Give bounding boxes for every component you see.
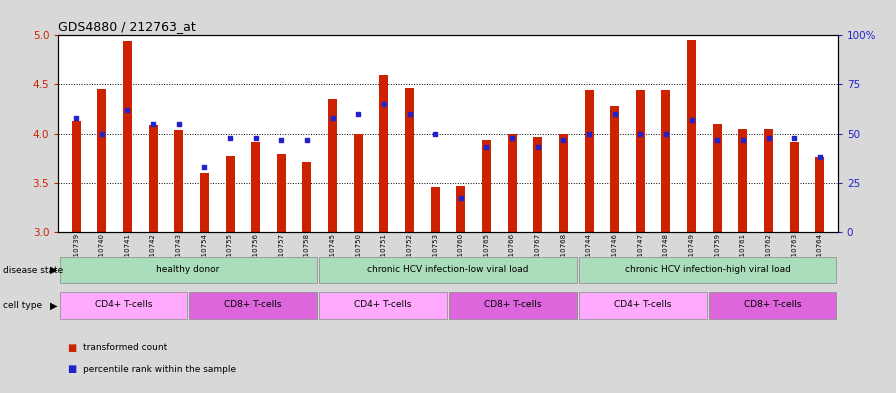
Text: CD4+ T-cells: CD4+ T-cells <box>94 301 152 309</box>
Point <box>274 136 289 143</box>
Point <box>813 154 827 160</box>
Point <box>197 164 211 170</box>
Point <box>453 195 468 202</box>
Bar <box>251 142 260 232</box>
Bar <box>584 90 593 232</box>
Point <box>248 134 263 141</box>
Point <box>95 130 109 137</box>
Point <box>146 121 160 127</box>
Bar <box>579 257 837 283</box>
Bar <box>687 40 696 232</box>
Bar <box>431 187 440 232</box>
Point <box>172 121 186 127</box>
Point <box>633 130 648 137</box>
Bar <box>405 88 414 232</box>
Point <box>607 111 622 117</box>
Bar <box>328 99 337 232</box>
Bar <box>303 162 312 232</box>
Bar <box>764 129 773 232</box>
Bar <box>815 157 824 232</box>
Text: CD4+ T-cells: CD4+ T-cells <box>354 301 412 309</box>
Bar <box>226 156 235 232</box>
Bar <box>72 121 81 232</box>
Text: ▶: ▶ <box>50 301 57 310</box>
Bar <box>789 142 798 232</box>
Bar <box>189 292 317 319</box>
Point <box>685 117 699 123</box>
Bar <box>98 89 107 232</box>
Point <box>530 144 545 151</box>
Bar <box>738 129 747 232</box>
Text: disease state: disease state <box>3 266 63 275</box>
Text: CD8+ T-cells: CD8+ T-cells <box>484 301 542 309</box>
Point <box>736 136 750 143</box>
Text: healthy donor: healthy donor <box>157 265 220 274</box>
Point <box>787 134 801 141</box>
Point <box>479 144 494 151</box>
Bar <box>456 185 465 232</box>
Bar <box>354 134 363 232</box>
Text: chronic HCV infection-high viral load: chronic HCV infection-high viral load <box>625 265 791 274</box>
Bar <box>319 257 577 283</box>
Text: chronic HCV infection-low viral load: chronic HCV infection-low viral load <box>367 265 529 274</box>
Bar <box>712 124 722 232</box>
Point <box>120 107 134 113</box>
Point <box>376 101 391 107</box>
Bar <box>482 140 491 232</box>
Bar <box>610 106 619 232</box>
Bar <box>579 292 707 319</box>
Text: percentile rank within the sample: percentile rank within the sample <box>83 365 237 374</box>
Bar <box>59 292 187 319</box>
Text: GDS4880 / 212763_at: GDS4880 / 212763_at <box>58 20 196 33</box>
Text: CD8+ T-cells: CD8+ T-cells <box>744 301 802 309</box>
Bar <box>319 292 447 319</box>
Bar <box>508 134 517 232</box>
Text: ■: ■ <box>67 364 76 375</box>
Point <box>659 130 673 137</box>
Point <box>223 134 237 141</box>
Bar <box>709 292 837 319</box>
Bar <box>636 90 645 232</box>
Bar <box>59 257 317 283</box>
Point <box>325 115 340 121</box>
Point <box>762 134 776 141</box>
Point <box>351 111 366 117</box>
Bar <box>449 292 577 319</box>
Text: CD8+ T-cells: CD8+ T-cells <box>224 301 282 309</box>
Bar <box>123 41 132 232</box>
Bar <box>277 154 286 232</box>
Point <box>428 130 443 137</box>
Bar <box>200 173 209 232</box>
Text: ■: ■ <box>67 343 76 353</box>
Point <box>505 134 520 141</box>
Bar <box>379 75 388 232</box>
Bar <box>533 136 542 232</box>
Bar <box>174 130 184 232</box>
Point <box>582 130 596 137</box>
Point <box>710 136 724 143</box>
Text: transformed count: transformed count <box>83 343 168 352</box>
Point <box>300 136 314 143</box>
Text: ▶: ▶ <box>50 265 57 275</box>
Bar <box>661 90 670 232</box>
Point <box>556 136 571 143</box>
Text: cell type: cell type <box>3 301 42 310</box>
Point <box>402 111 417 117</box>
Bar <box>149 125 158 232</box>
Bar <box>559 134 568 232</box>
Point <box>69 115 83 121</box>
Text: CD4+ T-cells: CD4+ T-cells <box>614 301 672 309</box>
